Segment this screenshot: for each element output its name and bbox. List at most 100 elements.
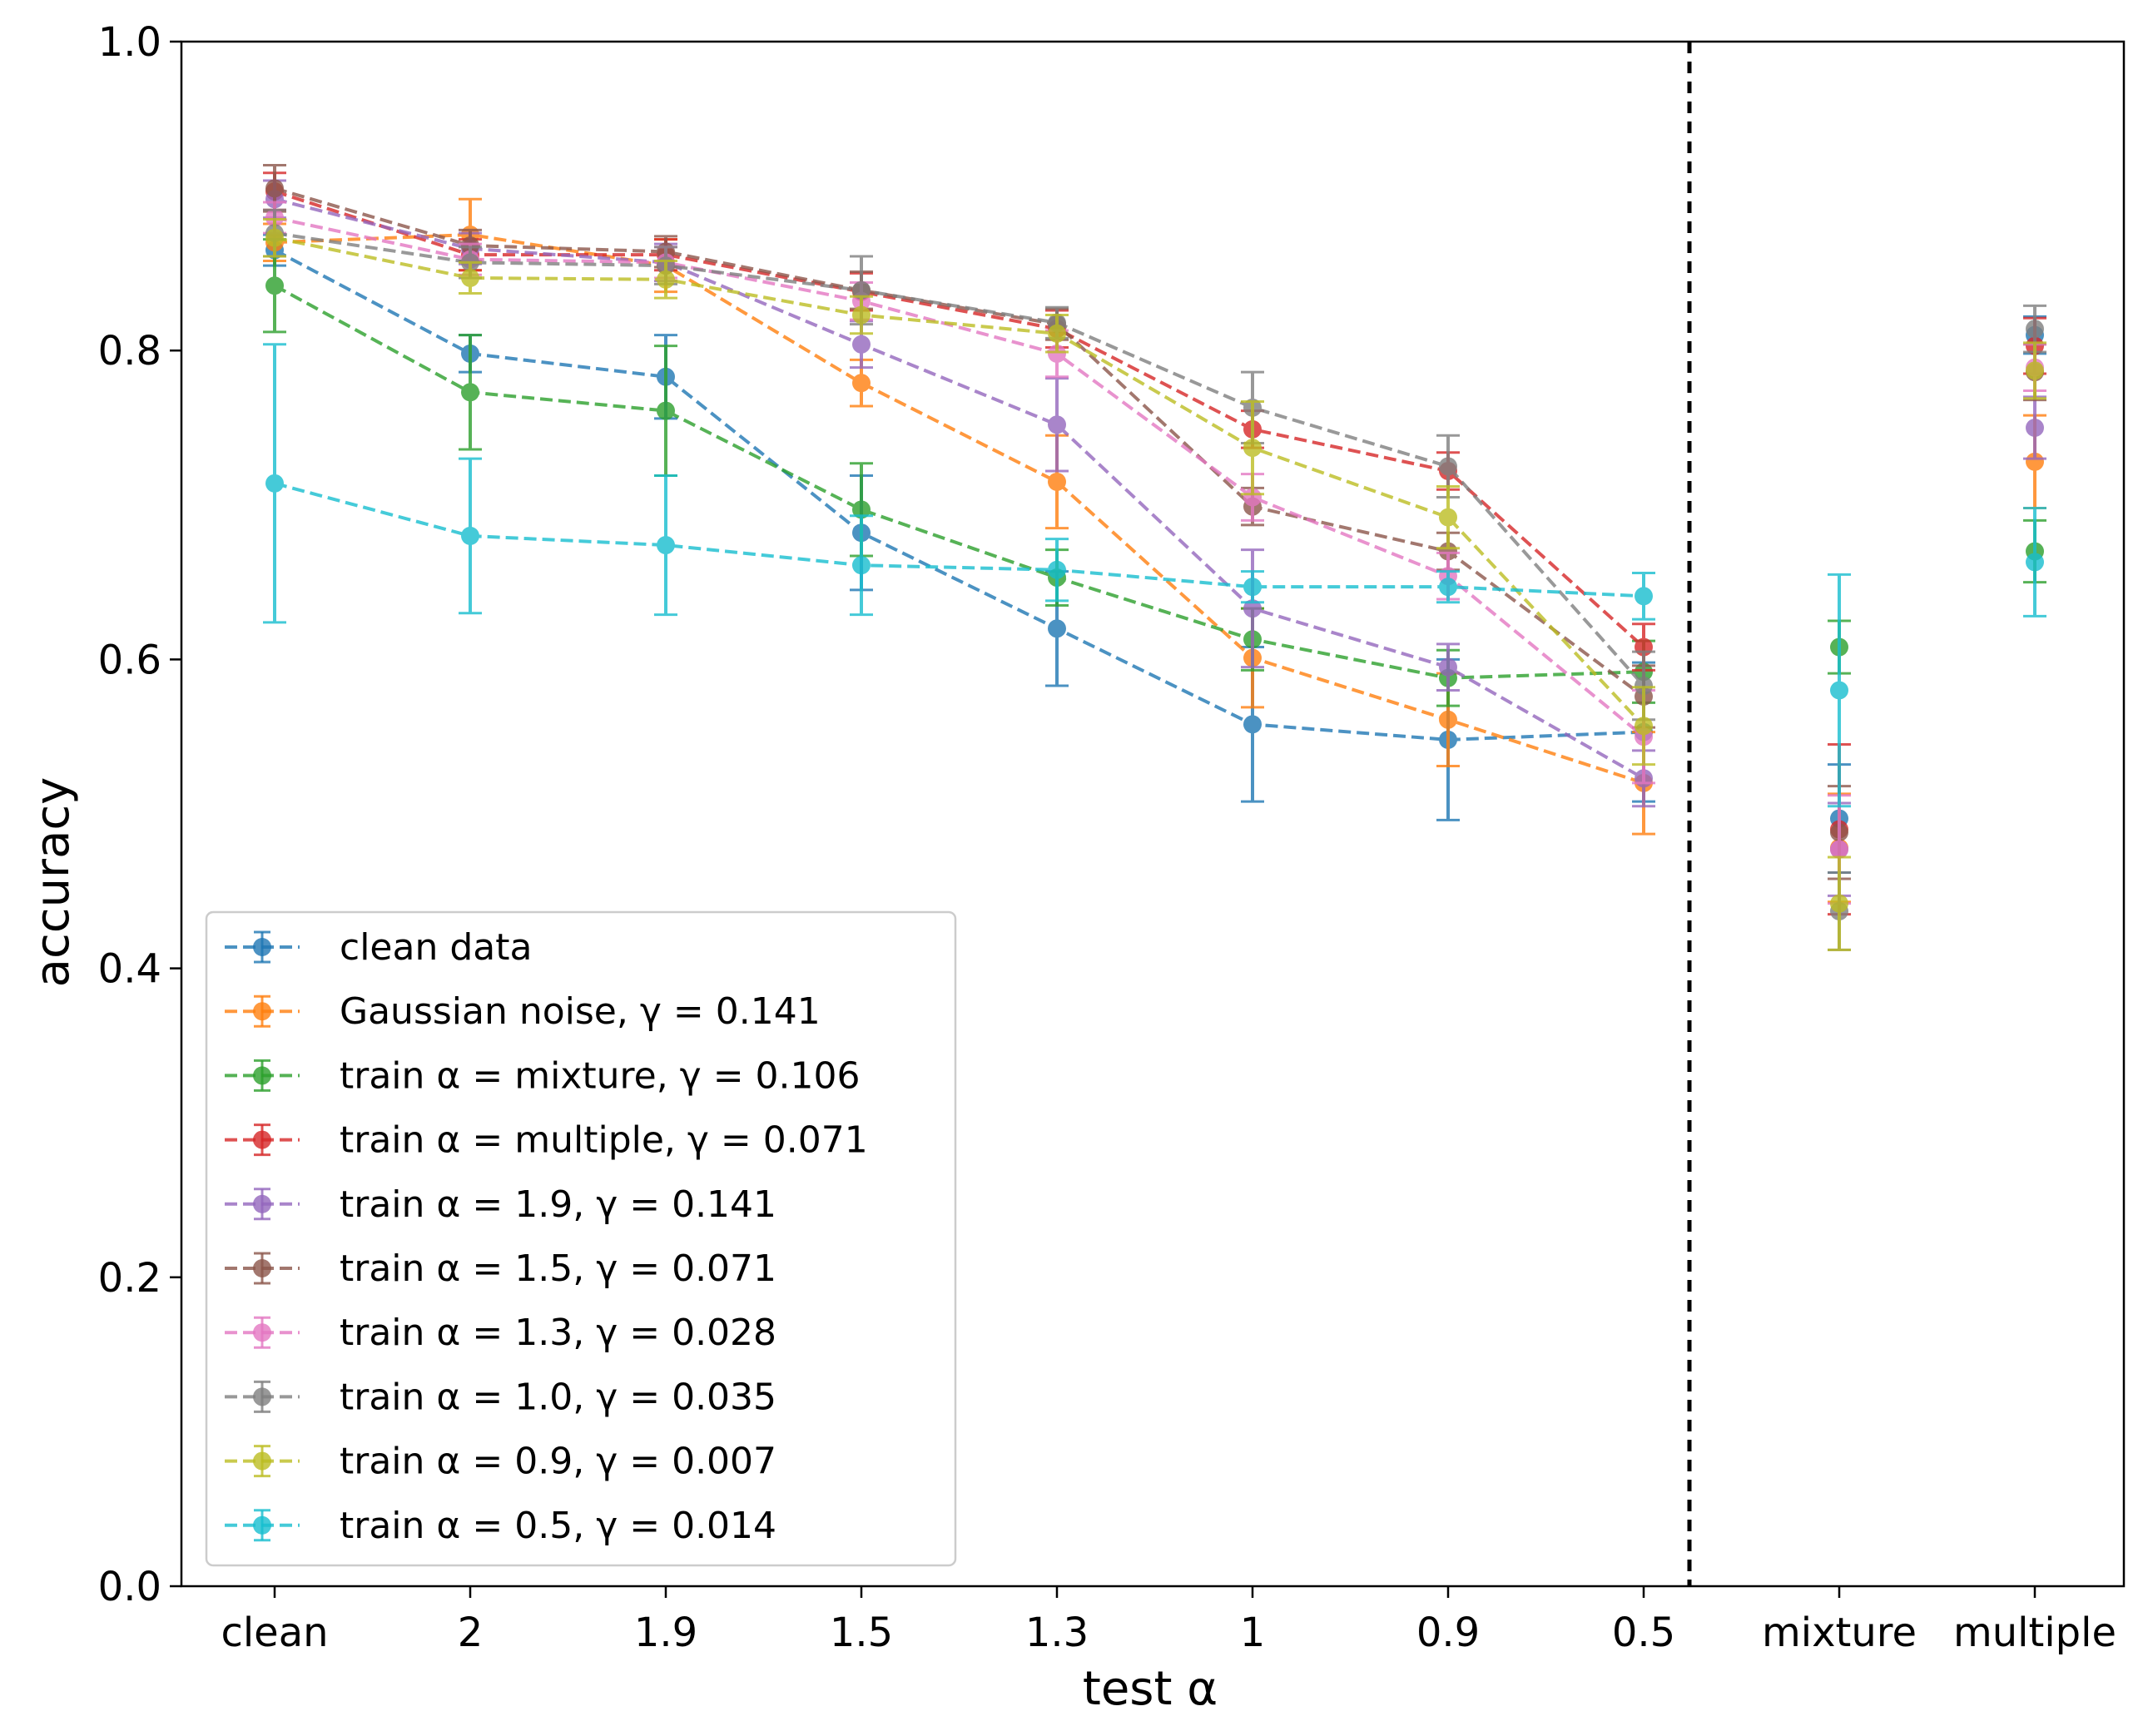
series-1 [263,233,2046,875]
data-point [1243,439,1262,458]
legend-label: train α = multiple, γ = 0.071 [340,1119,868,1162]
data-point [2026,320,2044,339]
data-point [852,500,871,519]
legend-entry: train α = 1.5, γ = 0.071 [225,1247,776,1290]
legend-marker [253,1323,271,1342]
data-point [461,383,479,402]
data-point [1830,840,1848,859]
data-point [1048,619,1066,638]
legend-marker [253,938,271,956]
legend-label: train α = 1.3, γ = 0.028 [340,1312,776,1354]
x-tick-label: 1.3 [1025,1610,1089,1656]
legend-entry: Gaussian noise, γ = 0.141 [225,990,821,1033]
data-point [2026,419,2044,437]
x-tick-label: multiple [1953,1610,2116,1656]
legend-label: train α = 0.9, γ = 0.007 [340,1441,776,1483]
legend-marker [253,1002,271,1021]
legend-entry: train α = 1.9, γ = 0.141 [225,1183,776,1226]
legend-label: train α = 1.0, γ = 0.035 [340,1376,776,1418]
data-point [265,228,284,247]
series-line [274,284,1644,680]
x-axis-label: test α [1083,1662,1218,1716]
series-3 [263,238,2046,707]
data-point [852,305,871,325]
x-tick-label: 0.5 [1612,1610,1675,1656]
y-axis-ticks: 0.0 0.2 0.4 0.6 0.8 1.0 [98,19,181,1610]
data-point [1439,508,1457,527]
legend-entry: train α = 0.9, γ = 0.007 [225,1441,776,1483]
legend-label: train α = 0.5, γ = 0.014 [340,1505,776,1547]
series-10 [263,343,2046,808]
x-tick-label: mixture [1762,1610,1917,1656]
plot-frame [180,40,2126,1588]
series-line [274,197,1644,781]
series-9 [263,217,2046,951]
data-point [1243,715,1262,734]
y-axis-label: accuracy [26,777,80,988]
y-tick-label: 0.6 [98,637,161,683]
legend-entry: train α = multiple, γ = 0.071 [225,1119,868,1162]
series-line [274,231,1645,687]
series-7 [263,201,2046,905]
series-line [274,190,1645,649]
data-point [1635,676,1653,695]
legend-marker [253,1451,271,1471]
data-point [1439,542,1457,561]
data-point [1048,415,1066,434]
legend: clean data Gaussian noise, γ = 0.141 train… [205,910,957,1567]
x-axis-ticks: clean 2 1.9 1.5 1.3 1 0.9 0.5 mixture multiple [221,1586,2116,1656]
data-point [1048,344,1066,363]
legend-entry: train α = 0.5, γ = 0.014 [225,1505,776,1547]
legend-marker [253,1066,271,1085]
data-point [461,526,479,545]
data-point [852,280,871,300]
data-point [2026,452,2044,471]
data-point [1048,472,1066,491]
legend-marker [253,1259,271,1277]
series-layer [263,163,2046,951]
data-point [1048,560,1066,579]
legend-marker [253,1130,271,1149]
x-tick-label: 2 [458,1610,484,1656]
legend-label: train α = 1.9, γ = 0.141 [340,1183,776,1226]
series-6 [263,163,2046,880]
x-tick-label: 1.9 [634,1610,697,1656]
legend-label: clean data [340,926,532,969]
legend-entry: train α = 1.0, γ = 0.035 [225,1376,776,1418]
data-point [265,179,284,198]
legend-box [205,910,957,1567]
y-tick-label: 0.4 [98,946,161,993]
legend-entry: train α = mixture, γ = 0.106 [225,1054,861,1097]
x-tick-label: 1.5 [830,1610,893,1656]
legend-label: train α = mixture, γ = 0.106 [340,1054,861,1097]
data-point [1243,599,1262,618]
data-point [1048,324,1066,343]
series-line [274,248,1644,742]
data-point [461,268,479,287]
data-point [1830,681,1848,700]
y-tick-label: 0.8 [98,328,161,374]
plot-area-border [180,40,2126,1588]
data-point [1635,717,1653,736]
data-point [265,474,284,493]
y-tick-label: 0.0 [98,1564,161,1610]
data-point [1830,894,1848,913]
data-point [265,276,284,295]
series-2 [263,197,2046,904]
data-point [1439,657,1457,677]
data-point [1243,578,1262,597]
data-point [1243,488,1262,507]
legend-marker [253,1194,271,1213]
legend-label: train α = 1.5, γ = 0.071 [340,1247,776,1290]
data-point [2026,553,2044,572]
data-point [657,270,675,289]
data-point [657,536,675,555]
data-point [1439,457,1457,476]
legend-label: Gaussian noise, γ = 0.141 [340,990,821,1033]
y-tick-label: 0.2 [98,1255,161,1302]
data-point [2026,361,2044,380]
x-tick-label: clean [221,1610,328,1656]
series-4 [263,171,2046,916]
x-tick-label: 1 [1240,1610,1266,1656]
